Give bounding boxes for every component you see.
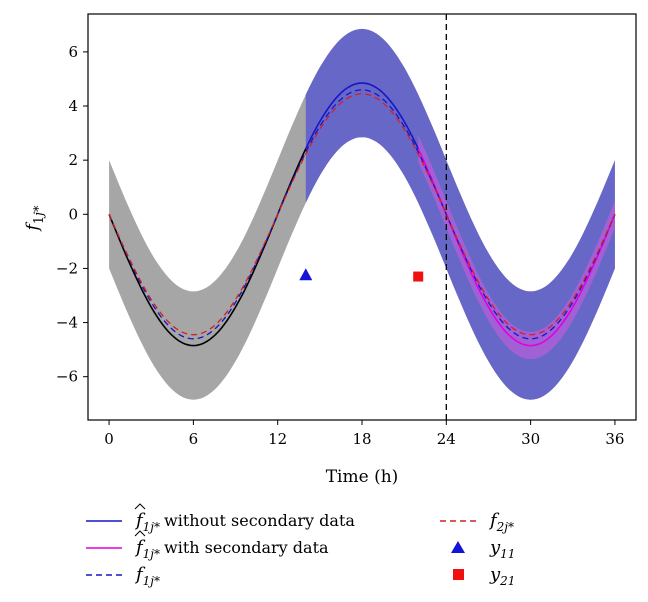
legend-swatch [451,541,465,553]
x-tick-label: 0 [104,430,114,448]
y-tick-label: 6 [68,43,78,61]
y-tick-label: 4 [68,97,78,115]
hat-accent [134,503,146,510]
legend-label: f1j* without secondary data [134,510,355,534]
legend-item-4: f2j* [440,510,514,534]
legend-swatch [453,569,464,580]
legend: f1j* without secondary data f1j* with secon… [86,503,515,588]
series-line-without [305,82,419,150]
series-line-f2 [108,93,616,336]
x-axis-ticks: 0 6 12 18 24 30 36 [104,420,624,448]
y-axis-ticks: −6 −4 −2 0 2 4 6 [56,43,88,386]
x-tick-label: 30 [521,430,540,448]
data-points [299,268,424,282]
band-magenta [418,135,615,360]
x-tick-label: 6 [189,430,199,448]
y-tick-label: −6 [56,368,78,386]
legend-item-1: f1j* without secondary data [86,503,355,534]
series-line-f1 [108,89,616,340]
legend-item-2: f1j* with secondary data [86,530,329,561]
y-tick-label: −2 [56,259,78,277]
point-y11 [299,268,313,281]
legend-item-5: y11 [451,537,515,561]
legend-label: f1j* [134,564,160,588]
y-tick-label: −4 [56,314,78,332]
point-y21 [413,271,424,282]
legend-label: y21 [489,564,515,588]
x-tick-label: 18 [352,430,371,448]
legend-label: f1j* with secondary data [134,537,329,561]
legend-label: f2j* [488,510,514,534]
y-tick-label: 2 [68,151,78,169]
hat-accent [134,530,146,537]
legend-item-3: f1j* [86,564,160,588]
legend-label: y11 [489,537,515,561]
y-axis-label: f1j* [23,205,47,233]
x-tick-label: 36 [605,430,624,448]
y-tick-label: 0 [68,205,78,223]
series-lines [108,82,616,347]
legend-item-6: y21 [453,564,515,588]
x-axis-label: Time (h) [326,467,399,487]
x-tick-label: 12 [268,430,287,448]
band-blue [305,28,615,400]
x-tick-label: 24 [437,430,456,448]
svg-text:f1j*: f1j* [23,205,47,233]
